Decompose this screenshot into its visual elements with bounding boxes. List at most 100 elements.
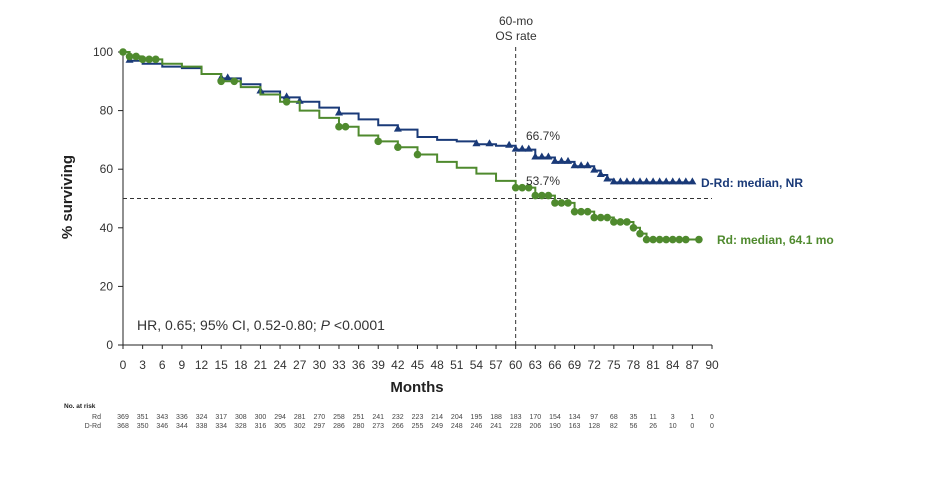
x-tick-label: 51 [450, 358, 464, 372]
risk-value: 344 [176, 423, 188, 430]
y-tick-label: 60 [100, 162, 114, 176]
censor-mark [570, 207, 579, 216]
censor-mark [485, 139, 494, 147]
x-tick-label: 42 [391, 358, 405, 372]
censor-mark [531, 191, 540, 200]
risk-value: 232 [392, 414, 404, 421]
y-axis-ticks: 0 20 40 60 80 100 [93, 45, 123, 352]
risk-value: 251 [353, 414, 365, 421]
x-tick-label: 54 [470, 358, 484, 372]
risk-value: 280 [353, 423, 365, 430]
censor-mark [655, 235, 664, 244]
x-axis-ticks: 0 3 6 9 12 15 18 21 24 27 30 33 36 39 42 45 48 51 54 57 60 63… [120, 345, 719, 372]
x-tick-label: 72 [588, 358, 602, 372]
censor-mark [688, 177, 697, 185]
risk-value: 369 [117, 414, 129, 421]
censor-mark [649, 177, 658, 185]
x-tick-label: 12 [195, 358, 209, 372]
risk-value: 246 [471, 423, 483, 430]
risk-value: 300 [255, 414, 267, 421]
x-tick-label: 24 [273, 358, 287, 372]
censor-mark [125, 52, 134, 61]
risk-value: 1 [690, 414, 694, 421]
censor-mark [603, 213, 612, 222]
risk-value: 241 [372, 414, 384, 421]
censor-mark [681, 177, 690, 185]
censor-mark [531, 152, 540, 160]
legend-drd: D-Rd: median, NR [701, 176, 803, 190]
y-tick-label: 100 [93, 45, 113, 59]
censor-mark [505, 140, 514, 148]
x-tick-label: 66 [548, 358, 562, 372]
censor-mark [230, 77, 239, 86]
risk-value: 97 [590, 414, 598, 421]
censor-mark [511, 144, 520, 152]
risk-value: 195 [471, 414, 483, 421]
censor-mark [675, 177, 684, 185]
risk-value: 346 [156, 423, 168, 430]
risk-value: 317 [215, 414, 227, 421]
x-tick-label: 57 [489, 358, 503, 372]
censor-mark [616, 177, 625, 185]
x-tick-label: 69 [568, 358, 582, 372]
censor-mark [524, 183, 533, 192]
x-tick-label: 9 [179, 358, 186, 372]
risk-value: 350 [137, 423, 149, 430]
risk-value: 228 [510, 423, 522, 430]
risk-value: 308 [235, 414, 247, 421]
y-tick-label: 80 [100, 104, 114, 118]
risk-value: 134 [569, 414, 581, 421]
risk-value: 343 [156, 414, 168, 421]
risk-value: 241 [490, 423, 502, 430]
x-tick-label: 39 [372, 358, 386, 372]
risk-value: 206 [529, 423, 541, 430]
x-tick-label: 18 [234, 358, 248, 372]
x-tick-label: 3 [139, 358, 146, 372]
risk-value: 214 [431, 414, 443, 421]
censor-mark [596, 213, 605, 222]
censor-mark [577, 161, 586, 169]
risk-value: 188 [490, 414, 502, 421]
censor-mark [583, 161, 592, 169]
censor-mark [623, 218, 631, 226]
censor-mark [132, 52, 140, 61]
censor-mark [394, 143, 402, 152]
risk-value: 328 [235, 423, 247, 430]
censor-mark [223, 73, 232, 81]
censor-mark [524, 144, 533, 152]
risk-row-label: Rd [92, 414, 101, 421]
risk-value: 170 [529, 414, 541, 421]
x-tick-label: 15 [214, 358, 228, 372]
censor-mark [642, 177, 651, 185]
risk-value: 324 [196, 414, 208, 421]
risk-value: 255 [412, 423, 424, 430]
x-tick-label: 60 [509, 358, 523, 372]
censor-mark [511, 183, 520, 192]
x-tick-label: 81 [646, 358, 660, 372]
censor-mark [622, 177, 631, 185]
x-tick-label: 84 [666, 358, 680, 372]
censor-mark [413, 150, 422, 159]
censor-mark [668, 177, 677, 185]
risk-value: 0 [710, 423, 714, 430]
censor-mark [544, 191, 553, 200]
risk-table-title: No. at risk [64, 403, 96, 410]
censor-mark [119, 48, 127, 56]
risk-value: 204 [451, 414, 463, 421]
series-line [123, 51, 699, 241]
risk-value: 351 [137, 414, 149, 421]
risk-value: 336 [176, 414, 188, 421]
censor-mark [662, 235, 670, 244]
censor-mark [341, 122, 350, 131]
risk-value: 11 [649, 414, 656, 421]
x-tick-label: 27 [293, 358, 307, 372]
y-tick-label: 40 [100, 221, 114, 235]
censor-mark [603, 174, 612, 182]
drd-rate-label: 66.7% [526, 129, 560, 143]
risk-value: 316 [255, 423, 267, 430]
censor-mark [668, 235, 677, 244]
risk-value: 82 [610, 423, 618, 430]
x-tick-label: 75 [607, 358, 621, 372]
censor-mark [151, 55, 160, 64]
